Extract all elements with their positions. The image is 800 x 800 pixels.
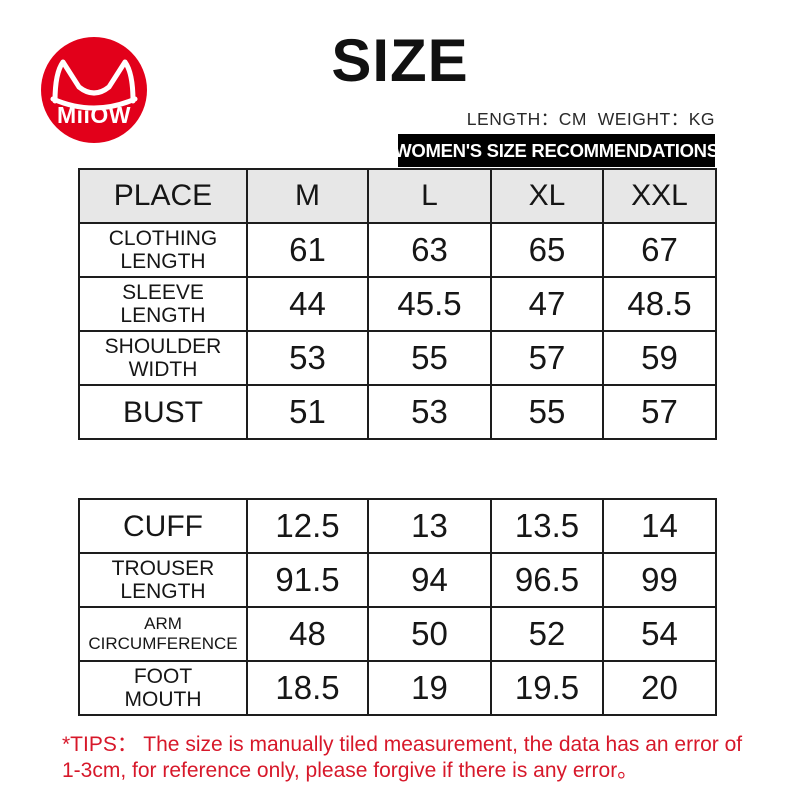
column-header-m: M <box>246 168 369 224</box>
banner: WOMEN'S SIZE RECOMMENDATIONS <box>394 134 719 167</box>
size-value: 55 <box>490 384 604 440</box>
size-value: 48.5 <box>602 276 717 332</box>
tips-note: *TIPS： The size is manually tiled measur… <box>62 732 762 785</box>
size-value: 52 <box>490 606 604 662</box>
size-value: 47 <box>490 276 604 332</box>
page-title: SIZE <box>331 27 469 94</box>
size-value: 61 <box>246 222 369 278</box>
table-row-shoulder-width: SHOULDER WIDTH 53 55 57 59 <box>78 330 717 386</box>
size-value: 63 <box>367 222 492 278</box>
size-value: 67 <box>602 222 717 278</box>
size-value: 44 <box>246 276 369 332</box>
miiow-logo: MiiOW <box>41 37 147 143</box>
table-row-sleeve-length: SLEEVE LENGTH 44 45.5 47 48.5 <box>78 276 717 332</box>
tips-line-1: *TIPS： The size is manually tiled measur… <box>62 733 743 756</box>
table-row-trouser-length: TROUSER LENGTH 91.5 94 96.5 99 <box>78 552 717 608</box>
size-value: 57 <box>490 330 604 386</box>
row-label: FOOT MOUTH <box>78 660 248 716</box>
units-note: LENGTH：CM WEIGHT：KG <box>466 109 715 129</box>
size-value: 96.5 <box>490 552 604 608</box>
size-value: 19.5 <box>490 660 604 716</box>
size-value: 53 <box>246 330 369 386</box>
cat-ears-icon <box>52 59 136 104</box>
brand-name: MiiOW <box>57 102 131 128</box>
logo-circle <box>41 37 147 143</box>
row-label: TROUSER LENGTH <box>78 552 248 608</box>
size-value: 65 <box>490 222 604 278</box>
size-value: 59 <box>602 330 717 386</box>
row-label: BUST <box>78 384 248 440</box>
row-label: CLOTHING LENGTH <box>78 222 248 278</box>
cat-chin-icon <box>50 96 138 111</box>
size-value: 94 <box>367 552 492 608</box>
size-value: 45.5 <box>367 276 492 332</box>
tips-line-2: 1-3cm, for reference only, please forgiv… <box>62 759 639 783</box>
size-value: 48 <box>246 606 369 662</box>
size-value: 20 <box>602 660 717 716</box>
row-label: SHOULDER WIDTH <box>78 330 248 386</box>
size-value: 18.5 <box>246 660 369 716</box>
size-value: 12.5 <box>246 498 369 554</box>
womens-size-table-top: PLACE M L XL XXL CLOTHING LENGTH 61 63 6… <box>78 168 717 440</box>
size-value: 13 <box>367 498 492 554</box>
column-header-xxl: XXL <box>602 168 717 224</box>
size-value: 91.5 <box>246 552 369 608</box>
table-row-cuff: CUFF 12.5 13 13.5 14 <box>78 498 717 554</box>
table-header-row: PLACE M L XL XXL <box>78 168 717 224</box>
banner-label: WOMEN'S SIZE RECOMMENDATIONS <box>394 139 719 161</box>
size-value: 13.5 <box>490 498 604 554</box>
size-value: 19 <box>367 660 492 716</box>
size-value: 54 <box>602 606 717 662</box>
size-value: 50 <box>367 606 492 662</box>
size-value: 53 <box>367 384 492 440</box>
size-value: 14 <box>602 498 717 554</box>
row-label: CUFF <box>78 498 248 554</box>
column-header-l: L <box>367 168 492 224</box>
column-header-place: PLACE <box>78 168 248 224</box>
row-label: SLEEVE LENGTH <box>78 276 248 332</box>
row-label: ARM CIRCUMFERENCE <box>78 606 248 662</box>
size-value: 99 <box>602 552 717 608</box>
table-row-bust: BUST 51 53 55 57 <box>78 384 717 440</box>
table-row-clothing-length: CLOTHING LENGTH 61 63 65 67 <box>78 222 717 278</box>
table-row-foot-mouth: FOOT MOUTH 18.5 19 19.5 20 <box>78 660 717 716</box>
column-header-xl: XL <box>490 168 604 224</box>
womens-size-table-bottom: CUFF 12.5 13 13.5 14 TROUSER LENGTH 91.5… <box>78 498 717 716</box>
table-row-arm-circumference: ARM CIRCUMFERENCE 48 50 52 54 <box>78 606 717 662</box>
size-value: 57 <box>602 384 717 440</box>
size-value: 51 <box>246 384 369 440</box>
size-value: 55 <box>367 330 492 386</box>
